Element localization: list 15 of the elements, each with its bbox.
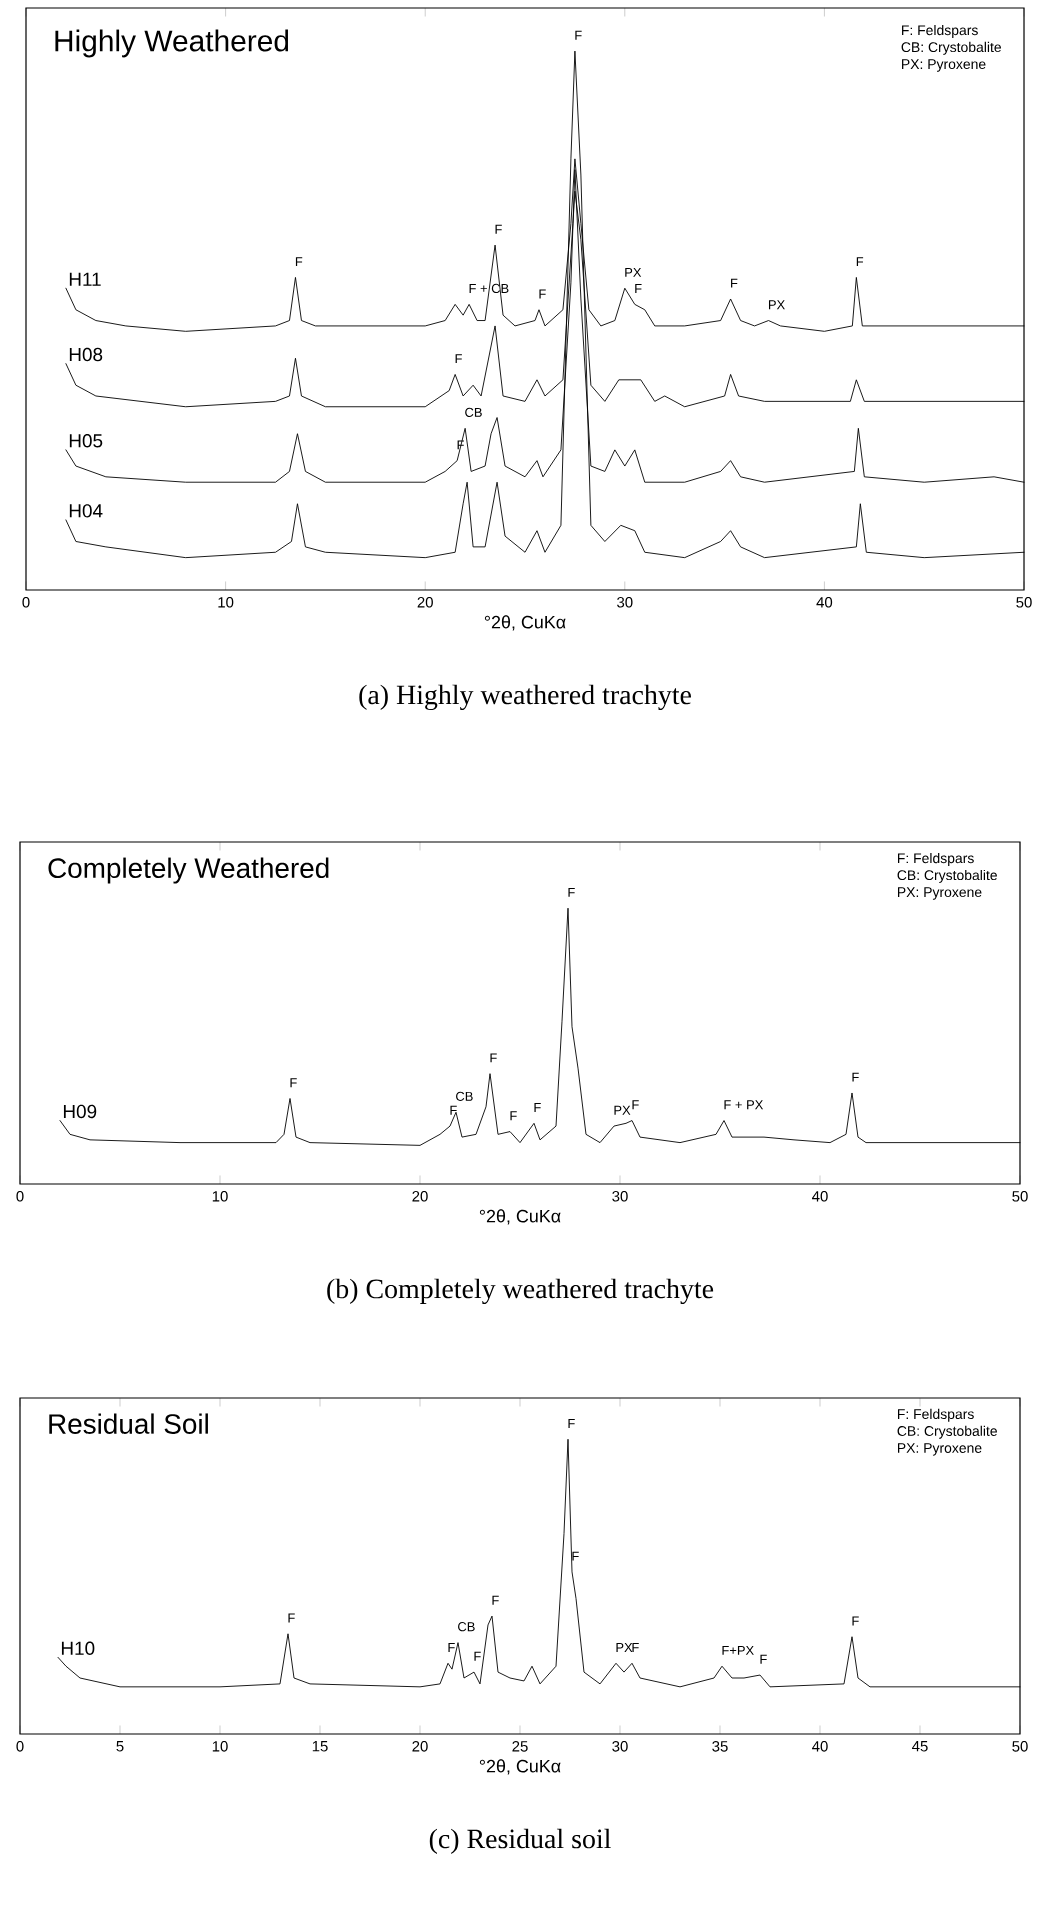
chart-title: Residual Soil <box>49 1413 208 1434</box>
text: (a) Highly weathered trachyte <box>359 684 691 711</box>
series-label: H11 <box>69 272 101 286</box>
chart-title: Highly Weathered <box>55 29 289 58</box>
series-label: H05 <box>69 434 103 448</box>
x-axis-title: °2θ, CuKα <box>484 615 566 631</box>
series-label: H08 <box>69 347 103 362</box>
text: (b) Completely weathered trachyte <box>327 1278 714 1305</box>
series-label: H04 <box>69 504 103 518</box>
series-label: H09 <box>63 1104 97 1119</box>
text: (c) Residual soil <box>429 1828 611 1855</box>
chart-title: Completely Weathered <box>48 857 329 884</box>
series-label: H10 <box>61 1641 95 1655</box>
x-axis-title: °2θ, CuKα <box>479 1209 561 1225</box>
x-axis-title: °2θ, CuKα <box>479 1759 561 1775</box>
